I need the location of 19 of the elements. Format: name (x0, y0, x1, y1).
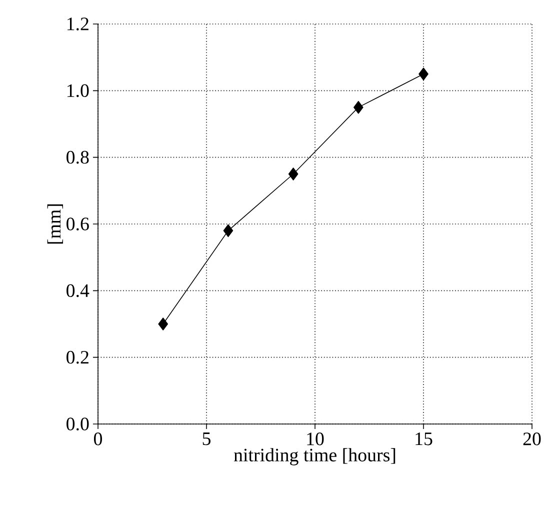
x-tick-label: 20 (523, 432, 541, 446)
point (158, 318, 168, 330)
point (288, 168, 298, 180)
y-tick-label: 1.2 (67, 18, 88, 30)
y-tick-label: 0.0 (66, 418, 89, 430)
y-tick-label: 0.2 (66, 350, 88, 364)
x-tick-label: 0 (94, 432, 102, 446)
point (354, 100, 364, 114)
point (223, 224, 234, 238)
y-tick-label: 0.4 (66, 284, 90, 298)
y-tick-label: 0.6 (66, 218, 89, 230)
y-tick-label: 0.8 (66, 150, 89, 164)
y-tick-label: 1.0 (67, 84, 89, 98)
x-tick-label: 15 (416, 432, 432, 446)
x-tick-label: 10 (307, 432, 324, 446)
y-axis-title: [mm] (47, 204, 63, 244)
x-tick-label: 5 (202, 432, 210, 446)
point (418, 68, 428, 80)
x-axis-title: nitriding time [hours] (234, 448, 396, 466)
